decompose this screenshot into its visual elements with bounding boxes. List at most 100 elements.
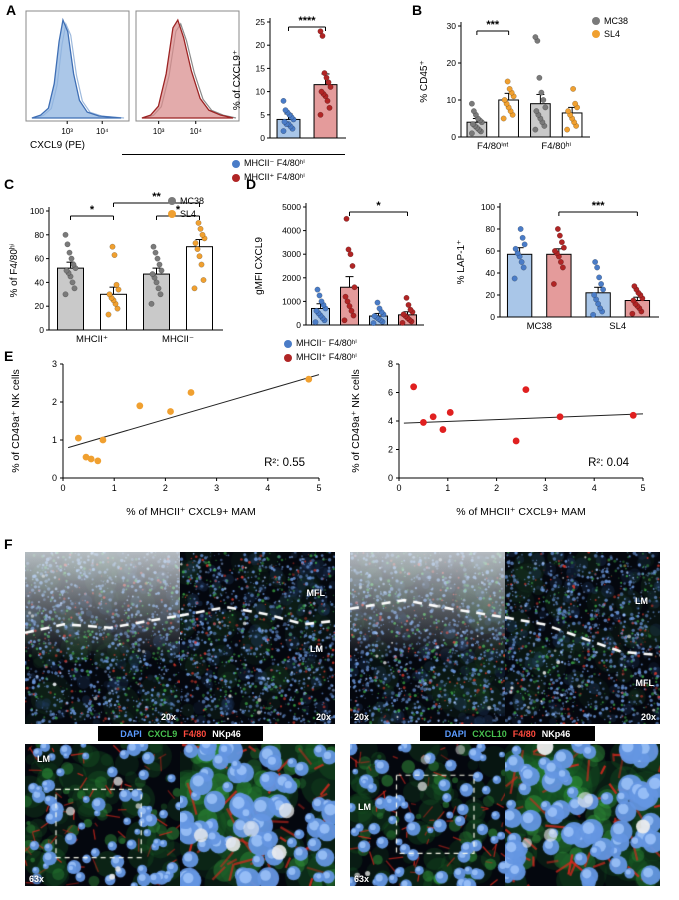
legend-label: MHCII⁻ F4/80ʰⁱ bbox=[244, 158, 305, 168]
cxcl9-positive-bar-chart: 0 5 10 15 20 25 % of CXCL9⁺ **** bbox=[232, 15, 346, 143]
svg-text:F4/80ⁱⁿᵗ: F4/80ⁱⁿᵗ bbox=[477, 141, 509, 152]
svg-text:3: 3 bbox=[214, 483, 219, 493]
legend-row: MHCII⁺ F4/80ʰⁱ bbox=[284, 352, 357, 363]
legend-label: SL4 bbox=[180, 209, 197, 219]
magnification-label: 20x bbox=[315, 712, 331, 722]
svg-text:2: 2 bbox=[388, 445, 393, 455]
legend-dot-mhcii-pos bbox=[232, 173, 240, 182]
legend-row: MC38 bbox=[168, 196, 204, 206]
gmfi-cxcl9-bar-chart: 0 1000 2000 3000 4000 5000 gMFI CXCL9 * bbox=[254, 200, 424, 330]
svg-text:% of CD49a⁺ NK cells: % of CD49a⁺ NK cells bbox=[350, 369, 362, 473]
svg-text:% of F4/80ʰⁱ: % of F4/80ʰⁱ bbox=[9, 243, 20, 297]
svg-text:60: 60 bbox=[486, 246, 496, 256]
legend-dot-mc38 bbox=[168, 197, 176, 205]
svg-text:6: 6 bbox=[388, 388, 393, 398]
svg-text:25: 25 bbox=[256, 17, 266, 27]
svg-text:10³: 10³ bbox=[61, 127, 73, 136]
fluor-nkp46: NKp46 bbox=[541, 728, 571, 739]
flow-cytometry-histograms: 10³ 10⁴ 10³ 10⁴ bbox=[25, 10, 240, 136]
panel-d-legend: MHCII⁻ F4/80ʰⁱ MHCII⁺ F4/80ʰⁱ bbox=[284, 338, 357, 363]
panel-c-legend: MC38 SL4 bbox=[168, 196, 204, 219]
fluor-nkp46: NKp46 bbox=[212, 728, 241, 739]
micro-20x-cxcl9-right: MFL LM 20x bbox=[180, 552, 335, 724]
fluorophore-legend-cxcl10: DAPI CXCL10 F4/80 NKp46 bbox=[420, 726, 595, 741]
region-label-lm: LM bbox=[37, 754, 50, 764]
svg-text:***: *** bbox=[486, 19, 500, 31]
fluor-f480: F4/80 bbox=[183, 728, 207, 739]
svg-text:8: 8 bbox=[388, 359, 393, 369]
svg-text:3: 3 bbox=[543, 483, 548, 493]
svg-text:1: 1 bbox=[112, 483, 117, 493]
svg-text:0: 0 bbox=[52, 473, 57, 483]
fluor-dapi: DAPI bbox=[444, 728, 467, 739]
panel-a-label: A bbox=[6, 2, 17, 18]
svg-text:0: 0 bbox=[451, 132, 456, 142]
svg-text:MHCII⁺: MHCII⁺ bbox=[76, 334, 108, 345]
panel-b-label: B bbox=[412, 2, 423, 18]
svg-text:0: 0 bbox=[260, 133, 265, 143]
svg-text:*: * bbox=[90, 204, 95, 216]
svg-text:0: 0 bbox=[296, 320, 301, 330]
svg-text:20: 20 bbox=[35, 301, 45, 311]
svg-text:4: 4 bbox=[265, 483, 270, 493]
svg-text:40: 40 bbox=[35, 277, 45, 287]
svg-text:1000: 1000 bbox=[282, 296, 301, 306]
fluor-dapi: DAPI bbox=[120, 728, 142, 739]
svg-text:gMFI CXCL9: gMFI CXCL9 bbox=[254, 237, 265, 295]
svg-text:**: ** bbox=[152, 191, 161, 203]
legend-label: MHCII⁺ F4/80ʰⁱ bbox=[244, 172, 305, 182]
svg-text:100: 100 bbox=[30, 206, 44, 216]
micro-canvas bbox=[25, 552, 180, 724]
svg-text:% of CD49a⁺ NK cells: % of CD49a⁺ NK cells bbox=[10, 369, 22, 473]
micro-canvas bbox=[180, 552, 335, 724]
micro-20x-cxcl10-right: LM MFL 20x bbox=[505, 552, 660, 724]
svg-text:1: 1 bbox=[52, 435, 57, 445]
micro-20x-cxcl9-left: 20x bbox=[25, 552, 180, 724]
svg-text:0: 0 bbox=[490, 312, 495, 322]
svg-text:100: 100 bbox=[481, 202, 495, 212]
svg-text:10: 10 bbox=[256, 87, 266, 97]
svg-text:0: 0 bbox=[396, 483, 401, 493]
svg-text:20: 20 bbox=[256, 40, 266, 50]
magnification-label: 20x bbox=[640, 712, 656, 722]
micro-63x-cxcl9-zoom bbox=[180, 744, 335, 886]
svg-text:80: 80 bbox=[486, 224, 496, 234]
svg-text:4: 4 bbox=[388, 416, 393, 426]
legend-row: SL4 bbox=[168, 209, 204, 219]
micro-canvas bbox=[505, 552, 660, 724]
region-label-lm: LM bbox=[635, 596, 648, 606]
svg-text:5: 5 bbox=[316, 483, 321, 493]
magnification-label: 63x bbox=[354, 874, 370, 884]
svg-text:20: 20 bbox=[486, 290, 496, 300]
micro-canvas bbox=[25, 744, 180, 886]
legend-dot-mhcii-neg bbox=[284, 339, 292, 348]
svg-text:0: 0 bbox=[388, 473, 393, 483]
svg-text:40: 40 bbox=[486, 268, 496, 278]
micro-63x-cxcl10-zoom bbox=[505, 744, 660, 886]
legend-label: MC38 bbox=[180, 196, 205, 206]
cd45-bar-chart: 0 10 20 30 % CD45⁺ F4/80ⁱⁿᵗ F4/80ʰⁱ *** bbox=[419, 19, 590, 152]
svg-text:10⁴: 10⁴ bbox=[96, 127, 109, 136]
legend-label: MHCII⁻ F4/80ʰⁱ bbox=[296, 338, 357, 348]
svg-text:R²: 0.55: R²: 0.55 bbox=[264, 457, 305, 469]
svg-text:MHCII⁻: MHCII⁻ bbox=[162, 334, 194, 345]
svg-text:R²: 0.04: R²: 0.04 bbox=[588, 457, 630, 469]
region-label-lm: LM bbox=[310, 644, 323, 654]
panel-b-legend: MC38 SL4 bbox=[592, 16, 628, 39]
micro-63x-cxcl10-overview: LM 63x bbox=[350, 744, 505, 886]
svg-text:5: 5 bbox=[260, 110, 265, 120]
svg-text:20: 20 bbox=[447, 58, 457, 68]
svg-text:% of MHCII⁺ CXCL9+ MAM: % of MHCII⁺ CXCL9+ MAM bbox=[126, 506, 256, 518]
svg-text:5000: 5000 bbox=[282, 202, 301, 212]
region-label-mfl: MFL bbox=[635, 678, 655, 688]
legend-row: MC38 bbox=[592, 16, 628, 26]
legend-dot-sl4 bbox=[168, 210, 176, 218]
micro-63x-cxcl9-overview: LM 63x bbox=[25, 744, 180, 886]
region-label-lm: LM bbox=[358, 802, 371, 812]
fluor-cxcl10: CXCL10 bbox=[472, 728, 507, 739]
svg-text:% of CXCL9⁺: % of CXCL9⁺ bbox=[232, 50, 243, 110]
magnification-label: 20x bbox=[354, 712, 370, 722]
svg-text:80: 80 bbox=[35, 230, 45, 240]
